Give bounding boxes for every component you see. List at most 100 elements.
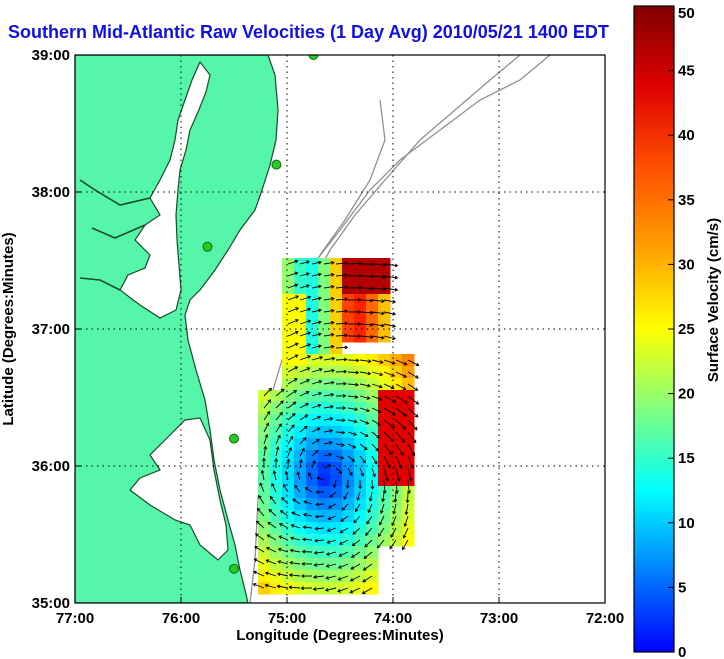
velocity-arrowhead xyxy=(278,535,283,539)
chart-title: Southern Mid-Atlantic Raw Velocities (1 … xyxy=(8,22,609,42)
velocity-cell xyxy=(294,546,307,559)
velocity-arrowhead xyxy=(377,422,382,426)
velocity-arrowhead xyxy=(341,430,346,435)
velocity-arrowhead xyxy=(329,428,334,433)
velocity-arrow xyxy=(382,491,385,502)
velocity-arrowhead xyxy=(264,571,269,576)
velocity-arrowhead xyxy=(328,452,333,457)
velocity-arrow xyxy=(371,443,379,452)
velocity-arrowhead xyxy=(318,260,322,265)
velocity-cell xyxy=(258,402,271,415)
velocity-arrowhead xyxy=(294,354,299,358)
velocity-cell xyxy=(306,546,319,559)
velocity-arrowhead xyxy=(404,511,409,516)
velocity-arrow xyxy=(393,503,397,514)
velocity-arrowhead xyxy=(265,559,270,563)
velocity-arrow xyxy=(383,419,395,429)
velocity-arrowhead xyxy=(387,464,391,469)
velocity-arrow xyxy=(407,359,419,366)
velocity-arrowhead xyxy=(292,498,297,503)
chesapeake-bay xyxy=(119,60,211,319)
velocity-arrow xyxy=(311,309,322,313)
velocity-arrow xyxy=(311,460,316,469)
velocity-arrow xyxy=(359,371,371,375)
velocity-arrowhead xyxy=(278,423,282,427)
velocity-arrowhead xyxy=(392,336,396,341)
velocity-arrow xyxy=(371,275,386,278)
velocity-arrow xyxy=(371,383,383,388)
velocity-arrow xyxy=(383,275,398,279)
velocity-cell xyxy=(270,498,283,511)
velocity-arrow xyxy=(268,509,277,517)
velocity-cell xyxy=(270,426,283,439)
velocity-arrowhead xyxy=(330,296,335,301)
velocity-arrowhead xyxy=(316,427,321,431)
velocity-arrowhead xyxy=(344,261,349,266)
velocity-cell xyxy=(354,546,367,559)
velocity-arrow xyxy=(395,371,407,378)
velocity-arrowhead xyxy=(343,496,347,501)
velocity-arrowhead xyxy=(302,525,307,530)
velocity-arrow xyxy=(383,383,395,389)
velocity-arrow xyxy=(347,467,353,476)
velocity-arrowhead xyxy=(306,260,310,265)
velocity-arrowhead xyxy=(265,422,270,427)
velocity-arrowhead xyxy=(330,260,335,265)
velocity-arrow xyxy=(359,431,369,437)
velocity-arrow xyxy=(335,443,345,446)
velocity-arrow xyxy=(302,538,313,541)
velocity-arrowhead xyxy=(313,562,318,567)
velocity-arrow xyxy=(340,515,349,522)
velocity-arrow xyxy=(337,587,349,592)
velocity-arrowhead xyxy=(313,575,317,579)
velocity-arrowhead xyxy=(362,567,367,571)
velocity-arrow xyxy=(329,491,337,498)
velocity-arrowhead xyxy=(353,432,358,436)
velocity-arrow xyxy=(335,358,347,361)
velocity-cell xyxy=(342,522,355,535)
velocity-arrow xyxy=(335,455,344,459)
velocity-cell xyxy=(318,474,331,487)
station-marker xyxy=(229,563,239,574)
velocity-cell xyxy=(270,582,283,595)
velocity-arrowhead xyxy=(269,495,274,500)
velocity-arrow xyxy=(407,407,419,418)
velocity-arrow xyxy=(287,424,295,433)
velocity-cell xyxy=(366,534,379,547)
velocity-cell xyxy=(306,462,319,475)
velocity-arrow xyxy=(338,575,349,581)
velocity-arrow xyxy=(371,287,386,290)
velocity-arrow xyxy=(297,471,301,481)
velocity-arrowhead xyxy=(415,362,420,367)
velocity-arrowhead xyxy=(358,261,363,266)
velocity-cell xyxy=(342,546,355,559)
velocity-arrowhead xyxy=(315,490,320,495)
velocity-arrow xyxy=(287,284,298,289)
velocity-arrowhead xyxy=(364,433,369,438)
colorbar-tick-label: 30 xyxy=(678,256,695,273)
velocity-cell xyxy=(306,582,319,595)
velocity-arrow xyxy=(315,503,325,506)
velocity-arrowhead xyxy=(369,298,374,303)
velocity-arrow xyxy=(325,575,337,579)
velocity-arrowhead xyxy=(277,560,282,564)
velocity-arrowhead xyxy=(389,451,393,456)
velocity-arrowhead xyxy=(314,514,319,519)
velocity-cell xyxy=(354,558,367,571)
velocity-arrowhead xyxy=(354,508,359,513)
velocity-arrowhead xyxy=(402,426,407,430)
velocity-arrow xyxy=(347,443,356,449)
velocity-arrow xyxy=(359,335,373,338)
velocity-arrow xyxy=(335,286,348,289)
y-axis-ticks: 39:00 38:00 37:00 36:00 35:00 xyxy=(32,47,81,612)
velocity-arrow xyxy=(323,429,333,433)
velocity-arrowhead xyxy=(404,400,408,404)
velocity-cell xyxy=(258,450,271,463)
velocity-arrow xyxy=(313,575,325,578)
velocity-arrow xyxy=(267,534,277,541)
velocity-arrow xyxy=(291,524,301,529)
velocity-arrow xyxy=(363,551,373,559)
velocity-arrowhead xyxy=(291,424,295,429)
velocity-arrowhead xyxy=(275,446,280,450)
velocity-arrow xyxy=(347,383,359,386)
